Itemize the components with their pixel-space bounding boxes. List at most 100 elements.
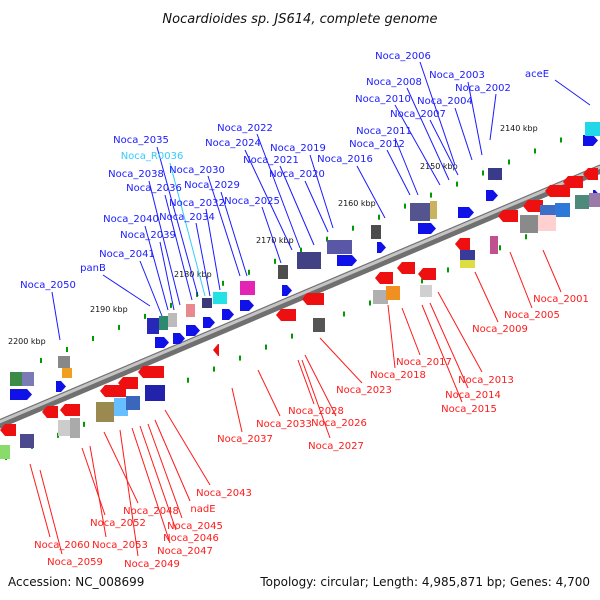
leader-line (103, 431, 139, 504)
scale-tick (40, 358, 42, 363)
scale-tick (144, 313, 146, 319)
reverse-gene-arrow (302, 293, 324, 305)
leader-line (159, 241, 175, 311)
gene-domain-box (460, 260, 475, 268)
gene-domain-box (538, 215, 556, 231)
gene-domain-box (0, 445, 10, 459)
leader-line (406, 87, 450, 181)
rna-gene-label: Noca_R0036 (121, 151, 184, 162)
leader-line (394, 137, 419, 196)
leader-line (154, 419, 191, 502)
leader-line (231, 387, 243, 433)
feature-layer (0, 122, 600, 459)
gene-domain-box (114, 398, 128, 416)
gene-domain-box (373, 290, 388, 304)
forward-gene-label: Noca_2004 (417, 96, 473, 107)
leader-line (164, 409, 211, 486)
reverse-gene-label: Noca_2001 (533, 294, 589, 305)
gene-domain-box (202, 298, 212, 308)
genome-summary: Topology: circular; Length: 4,985,871 bp… (259, 575, 590, 589)
leader-line (509, 251, 533, 309)
reverse-gene-label: Noca_2015 (441, 404, 497, 415)
forward-gene-label: Noca_2016 (317, 154, 373, 165)
reverse-gene-arrow (455, 238, 470, 250)
accession-text: Accession: NC_008699 (8, 575, 144, 589)
gene-domain-box (159, 316, 168, 330)
reverse-gene-label: nadE (190, 504, 215, 515)
leader-line (81, 447, 106, 516)
scale-tick (430, 192, 432, 198)
reverse-gene-arrow (100, 385, 126, 397)
gene-domain-box (147, 318, 159, 334)
scale-tick (196, 291, 198, 297)
gene-domain-box (371, 225, 381, 239)
forward-gene-arrow (337, 255, 357, 266)
gene-domain-box (58, 356, 70, 368)
scale-tick (369, 300, 371, 306)
reverse-gene-arrow (583, 168, 598, 180)
gene-domain-box (585, 122, 600, 136)
forward-gene-arrow (240, 300, 254, 311)
reverse-gene-arrow (42, 406, 58, 418)
reverse-gene-label: Noca_2037 (217, 434, 273, 445)
gene-domain-box (420, 285, 432, 297)
leader-line (474, 271, 499, 323)
kbp-label: 2180 kbp (174, 270, 212, 279)
forward-gene-arrow (377, 242, 386, 253)
reverse-gene-label: Noca_2026 (311, 418, 367, 429)
gene-domain-box (20, 434, 34, 448)
forward-gene-label: Noca_2024 (205, 138, 261, 149)
leader-line (542, 249, 562, 293)
forward-gene-label: Noca_2025 (224, 196, 280, 207)
leader-line (164, 194, 193, 301)
gene-domain-box (490, 236, 498, 254)
forward-gene-label: Noca_2041 (99, 249, 155, 260)
forward-gene-label: panB (80, 263, 106, 274)
leader-line (207, 175, 241, 277)
reverse-gene-label: Noca_2014 (445, 390, 501, 401)
gene-domain-box (520, 215, 538, 233)
reverse-gene-label: Noca_2053 (92, 540, 148, 551)
leader-line (304, 180, 329, 233)
forward-gene-label: aceE (525, 69, 549, 80)
gene-domain-box (70, 418, 80, 438)
reverse-gene-arrow (213, 344, 219, 356)
scale-tick (560, 137, 562, 143)
leader-line (220, 191, 248, 277)
leader-line (387, 304, 396, 369)
scale-tick (300, 247, 302, 253)
forward-gene-label: Noca_2039 (120, 230, 176, 241)
map-title: Nocardioides sp. JS614, complete genome (162, 12, 437, 27)
leader-line (51, 291, 61, 341)
leader-line (401, 307, 421, 356)
gene-domain-box (213, 292, 227, 304)
leader-line (309, 154, 334, 229)
gene-labels: aceE Noca_2002 Noca_2003 Noca_2004 Noca_2006… (20, 51, 589, 570)
leader-line (319, 337, 363, 384)
scale-tick (499, 245, 501, 251)
reverse-gene-arrow (397, 262, 415, 274)
forward-gene-label: Noca_2019 (270, 143, 326, 154)
leader-line (419, 61, 456, 166)
scale-tick (291, 333, 293, 339)
leader-line (195, 222, 211, 297)
leader-line (304, 354, 337, 417)
forward-gene-arrow (186, 325, 200, 336)
reverse-gene-label: Noca_2033 (256, 419, 312, 430)
scale-tick (378, 214, 380, 220)
forward-gene-arrow (155, 337, 169, 348)
reverse-gene-label: Noca_2047 (157, 546, 213, 557)
scale-tick (66, 347, 68, 352)
forward-gene-label: Noca_2038 (108, 169, 164, 180)
leader-line (394, 104, 441, 186)
forward-gene-label: Noca_2021 (243, 155, 299, 166)
scale-tick (482, 170, 484, 176)
leader-line (386, 149, 411, 196)
leader-line (139, 425, 177, 531)
leader-line (256, 133, 301, 249)
leader-line (144, 225, 169, 311)
gene-domain-box (62, 368, 72, 378)
scale-tick (239, 355, 241, 361)
forward-gene-arrow (458, 207, 474, 218)
reverse-gene-label: Noca_2048 (123, 506, 179, 517)
